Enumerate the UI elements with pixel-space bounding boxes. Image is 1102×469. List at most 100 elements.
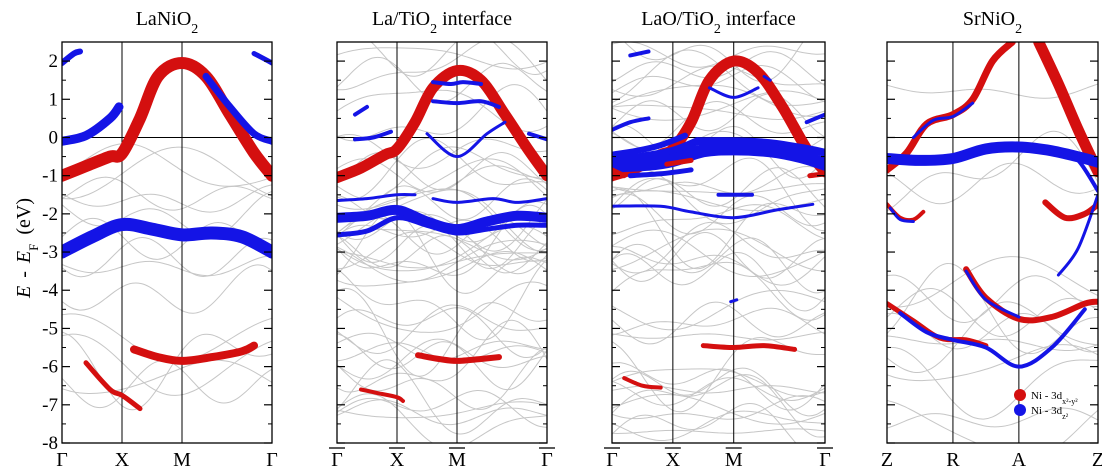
- background-band: [337, 307, 547, 359]
- plot-frame: [611, 41, 826, 444]
- band-dz2: [612, 116, 651, 132]
- background-band: [337, 84, 547, 142]
- background-band: [612, 367, 825, 417]
- background-band: [337, 158, 547, 210]
- background-bands: [62, 143, 272, 411]
- band-dx2-y2: [807, 171, 825, 179]
- band-dz2: [1056, 146, 1098, 193]
- band-dz2: [612, 202, 815, 220]
- background-band: [612, 410, 825, 442]
- background-band: [612, 289, 825, 331]
- background-band: [612, 165, 825, 195]
- background-band: [612, 245, 825, 286]
- band-dz2: [62, 217, 272, 259]
- plot-area: [887, 42, 1098, 443]
- x-tick-label: R: [946, 449, 960, 469]
- y-tick-label: -3: [42, 242, 58, 263]
- background-band: [612, 221, 825, 274]
- background-band: [62, 146, 272, 200]
- background-band: [612, 374, 825, 438]
- x-tick-label: Γ: [56, 449, 68, 469]
- background-band: [887, 400, 1098, 443]
- background-band: [612, 65, 825, 103]
- band-dz2: [62, 102, 124, 146]
- band-dz2: [337, 215, 547, 238]
- background-band: [337, 304, 547, 354]
- background-band: [623, 42, 804, 83]
- panel-title: La/TiO2 interface: [372, 8, 512, 37]
- x-tick-label: Z: [881, 449, 893, 469]
- background-band: [887, 130, 1098, 212]
- background-band: [612, 204, 825, 240]
- band-dz2: [888, 206, 915, 223]
- band-dz2: [527, 131, 547, 142]
- plot-frame: [61, 41, 273, 444]
- background-band: [62, 190, 272, 238]
- x-tick-label: M: [725, 449, 743, 469]
- background-band: [337, 399, 547, 426]
- background-band: [337, 258, 547, 341]
- background-band: [337, 359, 547, 435]
- plot-frame: [886, 41, 1099, 444]
- band-dz2: [804, 112, 825, 125]
- background-band: [62, 333, 272, 396]
- background-band: [887, 346, 1098, 420]
- y-tick-label: -4: [42, 280, 58, 301]
- band-dx2-y2: [700, 343, 798, 352]
- band-dz2: [964, 269, 1021, 319]
- y-tick-label: -1: [42, 166, 58, 187]
- y-axis-title: E - EF (eV): [13, 198, 41, 299]
- background-band: [337, 401, 547, 419]
- legend-marker-dz2: [1014, 404, 1026, 416]
- band-dx2-y2: [415, 352, 502, 364]
- background-band: [62, 255, 272, 277]
- background-band: [612, 368, 825, 397]
- band-dx2-y2: [887, 42, 1016, 174]
- legend-label-dz2: Ni - 3dz²: [1031, 405, 1069, 421]
- plot-area: [337, 42, 547, 443]
- background-band: [887, 256, 1098, 308]
- background-bands: [612, 42, 825, 443]
- x-tick-label: M: [173, 449, 191, 469]
- background-band: [887, 335, 1098, 352]
- background-band: [337, 281, 547, 333]
- background-band: [612, 307, 825, 336]
- background-band: [62, 359, 272, 395]
- y-tick-label: -7: [42, 395, 58, 416]
- band-dz2: [353, 129, 393, 142]
- background-band: [612, 157, 825, 232]
- band-dz2: [202, 72, 272, 145]
- x-tick-label: Γ: [266, 449, 278, 469]
- x-tick-label: Z: [1092, 449, 1102, 469]
- y-tick-label: 0: [49, 127, 59, 148]
- band-dz2: [425, 120, 507, 159]
- panel-title: SrNiO2: [963, 8, 1022, 37]
- background-band: [62, 176, 272, 211]
- background-band: [337, 251, 547, 269]
- band-dx2-y2: [622, 376, 663, 390]
- background-band: [337, 137, 547, 201]
- background-band: [612, 301, 825, 345]
- panel-2: Γ X M Γ La/TiO2 interface: [329, 8, 555, 469]
- panel-title: LaO/TiO2 interface: [641, 8, 796, 37]
- background-band: [370, 42, 547, 77]
- background-band: [337, 338, 547, 380]
- band-dz2: [431, 99, 501, 109]
- background-band: [612, 251, 825, 312]
- background-band: [337, 47, 547, 70]
- background-band: [62, 237, 272, 278]
- background-band: [887, 287, 1098, 338]
- band-dz2: [612, 142, 825, 173]
- band-dz2: [628, 49, 651, 58]
- band-dx2-y2: [359, 387, 405, 403]
- band-dz2: [612, 137, 702, 165]
- band-dz2: [337, 192, 417, 202]
- band-dx2-y2: [337, 64, 547, 184]
- background-band: [612, 229, 825, 278]
- y-tick-label: 1: [49, 89, 59, 110]
- plot-area: [62, 42, 272, 443]
- panel-4: Z R A Z SrNiO2: [881, 8, 1102, 469]
- band-dz2: [1056, 193, 1098, 277]
